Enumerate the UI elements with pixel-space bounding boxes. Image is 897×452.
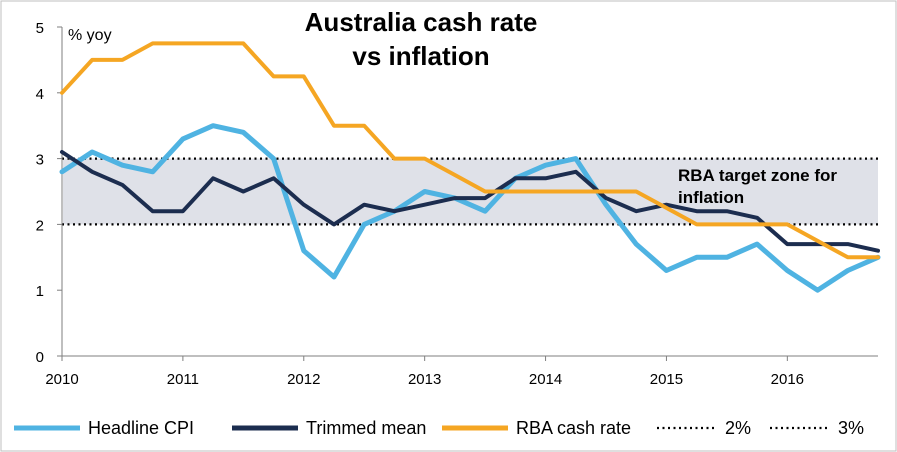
y-tick-label: 3 (36, 152, 44, 169)
x-tick-label: 2014 (529, 371, 562, 388)
legend-label: Headline CPI (88, 418, 194, 438)
series-line-headline-cpi (59, 123, 881, 293)
legend-item-1: Headline CPI (14, 418, 194, 438)
y-tick-label: 4 (36, 86, 44, 103)
x-tick-label: 2011 (167, 371, 199, 388)
legend-label: Trimmed mean (306, 418, 426, 438)
legend-item-3: RBA cash rate (442, 418, 631, 438)
x-tick-label: 2016 (771, 371, 804, 388)
chart-title-line-1: Australia cash rate (305, 7, 538, 37)
x-tick-label: 2012 (287, 371, 320, 388)
y-tick-label: 0 (36, 349, 44, 366)
unit-label: % yoy (68, 27, 112, 44)
series-line-trimmed-mean (60, 150, 880, 253)
y-tick-label: 1 (36, 283, 44, 300)
target-zone-annotation-line-2: inflation (678, 188, 744, 207)
chart-title-line-2: vs inflation (352, 41, 489, 71)
series-line-rba-cash-rate (60, 41, 880, 260)
legend-item-5: 3% (770, 418, 864, 438)
legend-label: 2% (725, 418, 751, 438)
target-zone-annotation-line-1: RBA target zone for (678, 166, 837, 185)
legend-label: RBA cash rate (516, 418, 631, 438)
x-tick-label: 2010 (45, 371, 78, 388)
x-tick-label: 2015 (650, 371, 683, 388)
y-tick-label: 5 (36, 20, 44, 37)
legend-item-2: Trimmed mean (232, 418, 426, 438)
legend-item-4: 2% (657, 418, 751, 438)
x-tick-label: 2013 (408, 371, 441, 388)
legend-label: 3% (838, 418, 864, 438)
y-tick-label: 2 (36, 217, 44, 234)
